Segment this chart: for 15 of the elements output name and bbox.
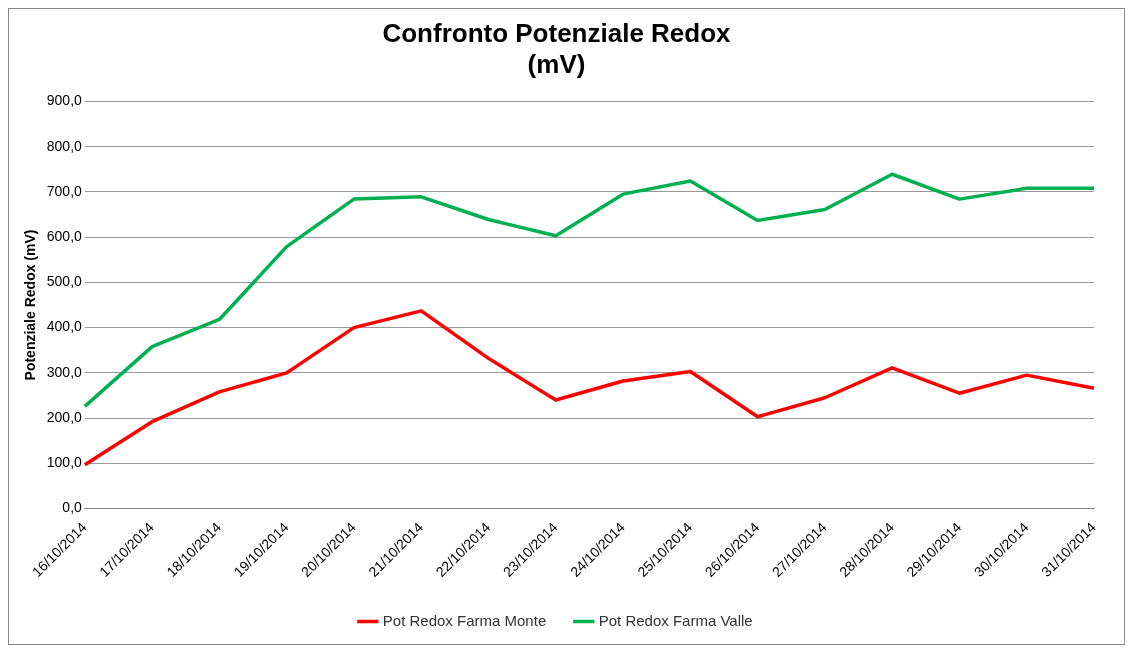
y-tick-label: 900,0 [46, 92, 83, 109]
text: (mV) [527, 48, 586, 79]
y-tick-label: 500,0 [46, 273, 83, 290]
y-tick-label: 600,0 [46, 227, 83, 244]
y-tick-label: 800,0 [46, 137, 83, 154]
y-tick-label: 0,0 [62, 499, 83, 516]
legend-label: Pot Redox Farma Valle [598, 611, 753, 629]
text: Confronto Potenziale Redox [382, 17, 731, 48]
y-tick-label: 200,0 [46, 408, 83, 425]
y-tick-label: 100,0 [46, 454, 83, 471]
y-tick-label: 300,0 [46, 363, 83, 380]
y-axis-title: Potenziale Redox (mV) [22, 229, 39, 381]
legend-label: Pot Redox Farma Monte [382, 611, 547, 629]
y-tick-label: 400,0 [46, 318, 83, 335]
y-tick-label: 700,0 [46, 182, 83, 199]
